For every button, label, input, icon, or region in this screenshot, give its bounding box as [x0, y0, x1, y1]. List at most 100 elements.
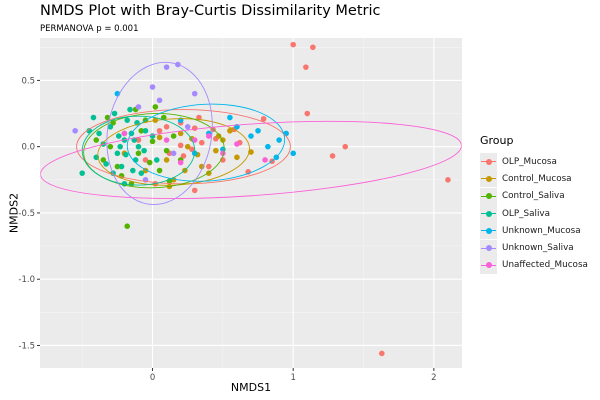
legend-title: Group [480, 134, 514, 147]
data-point-olp-saliva [111, 110, 118, 117]
data-point-olp-mucosa [310, 44, 316, 51]
data-point-olp-saliva [103, 161, 109, 167]
data-point-control-saliva [107, 143, 114, 150]
data-point-olp-mucosa [177, 142, 184, 149]
data-point-unaffected-mucosa [191, 137, 198, 143]
x-tick-label: 1 [290, 373, 295, 383]
data-point-olp-mucosa [191, 187, 198, 194]
data-point-unknown-mucosa [290, 150, 297, 157]
data-point-control-saliva [104, 114, 111, 121]
data-point-olp-saliva [131, 137, 138, 143]
data-point-unknown-mucosa [227, 114, 233, 121]
data-point-olp-mucosa [379, 350, 385, 357]
legend-key-dot [485, 245, 492, 252]
data-point-control-mucosa [213, 147, 219, 154]
legend-items: OLP_Mucosa Control_Mucosa Control_Saliva OL… [480, 153, 588, 274]
data-point-olp-saliva [79, 170, 85, 176]
data-point-control-saliva [135, 150, 142, 157]
x-tick-label: 2 [431, 373, 436, 383]
data-point-olp-saliva [132, 157, 139, 163]
chart-subtitle: PERMANOVA p = 0.001 [40, 24, 139, 34]
ellipse-unaffected-mucosa [40, 120, 462, 199]
data-point-olp-mucosa [156, 127, 163, 134]
data-point-olp-saliva [96, 130, 102, 137]
data-point-unknown-mucosa [265, 143, 271, 150]
data-point-olp-mucosa [260, 116, 267, 122]
legend-key [480, 170, 497, 188]
ellipse-control-saliva [83, 113, 225, 189]
data-point-unknown-saliva [149, 84, 156, 90]
legend-key [480, 222, 497, 240]
legend-key [480, 256, 497, 274]
data-point-unaffected-mucosa [262, 157, 268, 163]
data-point-olp-saliva [124, 117, 131, 123]
data-point-olp-mucosa [142, 157, 149, 163]
legend: Group OLP_Mucosa Control_Mucosa Control_Sa… [480, 134, 588, 274]
legend-key-dot [485, 193, 492, 200]
data-point-olp-mucosa [198, 139, 205, 146]
legend-label: Control_Saliva [502, 191, 565, 202]
data-point-olp-saliva [153, 157, 160, 163]
data-point-olp-mucosa [206, 163, 212, 170]
y-tick-label: -0.5 [18, 209, 35, 219]
data-point-olp-mucosa [220, 157, 226, 163]
data-point-olp-mucosa [304, 110, 311, 117]
data-point-olp-saliva [141, 147, 147, 154]
data-point-unaffected-mucosa [177, 159, 184, 166]
data-point-control-mucosa [234, 154, 240, 161]
legend-key [480, 205, 497, 223]
data-point-control-mucosa [177, 130, 184, 137]
data-point-control-saliva [149, 138, 156, 145]
data-point-olp-mucosa [191, 125, 198, 131]
data-point-olp-saliva [115, 133, 122, 139]
legend-key-dot [485, 227, 492, 234]
data-point-olp-saliva [127, 106, 133, 113]
data-point-olp-mucosa [196, 114, 202, 121]
legend-item: OLP_Saliva [480, 205, 588, 223]
legend-label: Unknown_Mucosa [502, 225, 581, 236]
data-point-control-saliva [93, 137, 100, 143]
data-point-olp-mucosa [189, 146, 195, 153]
legend-key-dot [485, 175, 492, 182]
data-point-control-mucosa [163, 157, 170, 163]
data-point-olp-mucosa [329, 153, 336, 159]
data-point-unknown-saliva [191, 90, 198, 97]
data-point-unaffected-mucosa [163, 137, 170, 143]
data-point-unaffected-mucosa [121, 130, 128, 137]
legend-label: OLP_Saliva [502, 208, 550, 219]
data-point-olp-mucosa [180, 153, 187, 159]
data-point-unknown-saliva [163, 64, 170, 70]
data-point-olp-mucosa [342, 143, 349, 150]
data-point-unknown-saliva [156, 97, 163, 104]
data-point-control-saliva [170, 133, 177, 139]
ellipse-unknown-saliva [106, 61, 213, 205]
legend-key-dot [485, 158, 492, 165]
data-point-unknown-mucosa [276, 137, 282, 143]
data-point-control-saliva [110, 120, 116, 126]
ellipse-unknown-mucosa [126, 103, 286, 182]
ellipse-olp-saliva [81, 115, 196, 186]
data-point-olp-saliva [123, 151, 129, 158]
legend-key [480, 153, 497, 171]
data-point-unknown-mucosa [255, 127, 261, 134]
data-point-olp-saliva [130, 167, 136, 174]
legend-label: OLP_Mucosa [502, 156, 557, 167]
legend-key [480, 187, 497, 205]
data-point-control-mucosa [215, 133, 222, 139]
data-point-olp-mucosa [445, 177, 451, 183]
y-tick-label: -1.5 [18, 341, 35, 351]
legend-key-dot [485, 210, 492, 217]
data-point-control-saliva [114, 163, 121, 170]
data-point-unknown-saliva [72, 127, 78, 134]
y-tick-label: 0.0 [21, 143, 35, 153]
legend-label: Unknown_Saliva [502, 243, 574, 254]
data-point-olp-saliva [142, 127, 149, 134]
y-tick-label: 0.5 [21, 76, 35, 86]
legend-item: Control_Saliva [480, 187, 588, 205]
data-point-olp-saliva [118, 163, 125, 170]
data-point-control-saliva [163, 147, 170, 154]
data-point-control-mucosa [184, 143, 191, 150]
data-point-unaffected-mucosa [234, 141, 240, 147]
legend-label: Control_Mucosa [502, 173, 572, 184]
